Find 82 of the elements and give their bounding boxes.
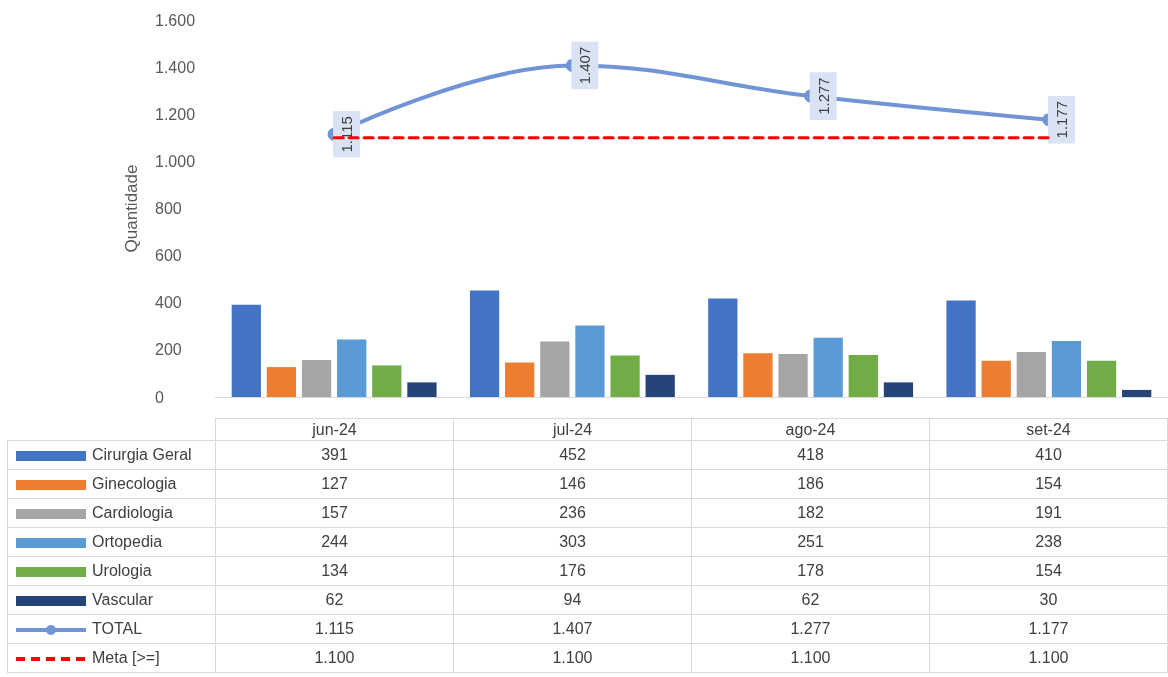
- data-label: 410: [929, 440, 1168, 470]
- data-label: 127: [215, 469, 454, 499]
- x-tick-label: set-24: [929, 418, 1168, 441]
- y-tick-label: 1.400: [155, 58, 196, 76]
- data-label: 1.115: [215, 614, 454, 644]
- data-label: 157: [215, 498, 454, 528]
- data-label: 176: [453, 556, 692, 586]
- data-label: 134: [215, 556, 454, 586]
- text: 1.115: [338, 116, 356, 153]
- data-label: 154: [929, 469, 1168, 499]
- bar: [540, 341, 570, 397]
- data-label: 1.100: [929, 643, 1168, 673]
- bar: [231, 304, 261, 397]
- bar: [1086, 360, 1117, 397]
- data-label: 154: [929, 556, 1168, 586]
- bar: [813, 337, 843, 397]
- y-tick-label: 1.000: [155, 152, 196, 170]
- data-label: 62: [215, 585, 454, 615]
- legend-label: Ortopedia: [92, 533, 163, 550]
- bar: [848, 355, 878, 397]
- x-tick-label: jun-24: [215, 418, 454, 441]
- y-tick-label: 200: [155, 341, 182, 359]
- text: 1.177: [1052, 100, 1070, 139]
- bar: [407, 382, 437, 397]
- legend-label: Urologia: [92, 562, 152, 579]
- bar: [372, 365, 402, 397]
- data-label: 238: [929, 527, 1168, 557]
- data-label: 303: [453, 527, 692, 557]
- bar: [469, 290, 500, 397]
- bar: [1016, 352, 1046, 397]
- data-label: 452: [453, 440, 692, 470]
- legend-label: Vascular: [92, 591, 154, 608]
- data-label: 251: [691, 527, 930, 557]
- y-tick-label: 0: [155, 388, 164, 406]
- bar: [337, 339, 367, 397]
- bar: [575, 325, 605, 397]
- bar: [708, 298, 738, 397]
- data-label: 182: [691, 498, 930, 528]
- y-axis-title: Quantidade: [122, 164, 141, 253]
- data-label: 418: [691, 440, 930, 470]
- bar: [946, 300, 976, 397]
- legend-label: Ginecologia: [92, 475, 177, 492]
- data-label: 1.177: [929, 614, 1168, 644]
- data-label: 186: [691, 469, 930, 499]
- text: 1.407: [576, 46, 594, 85]
- data-label: 30: [929, 585, 1168, 615]
- bar: [301, 360, 332, 397]
- data-label: 62: [691, 585, 930, 615]
- data-label: 94: [453, 585, 692, 615]
- data-label: 391: [215, 440, 454, 470]
- y-tick-label: 1.600: [155, 11, 196, 29]
- text: 1.277: [814, 77, 832, 115]
- data-label: 1.100: [453, 643, 692, 673]
- data-label: 178: [691, 556, 930, 586]
- y-tick-label: 600: [155, 247, 182, 265]
- legend-label: Cardiologia: [92, 504, 173, 521]
- data-label: 1.100: [691, 643, 930, 673]
- bar: [981, 360, 1011, 397]
- data-label: 1.100: [215, 643, 454, 673]
- data-label: 1.407: [453, 614, 692, 644]
- legend-label: TOTAL: [92, 620, 143, 637]
- data-label: 146: [453, 469, 692, 499]
- legend-label: Cirurgia Geral: [92, 446, 192, 463]
- x-tick-label: ago-24: [691, 418, 930, 441]
- data-label: 191: [929, 498, 1168, 528]
- bar: [645, 374, 675, 397]
- bar: [743, 353, 773, 397]
- data-label: 1.277: [691, 614, 930, 644]
- bar: [505, 362, 535, 397]
- bar: [1051, 340, 1082, 397]
- x-tick-label: jul-24: [453, 418, 692, 441]
- bar: [610, 355, 640, 397]
- data-label: 236: [453, 498, 692, 528]
- data-label: 244: [215, 527, 454, 557]
- y-tick-label: 800: [155, 200, 182, 217]
- y-tick-label: 1.200: [155, 105, 196, 123]
- bar: [883, 382, 914, 397]
- legend-label: Meta [>=]: [92, 649, 160, 666]
- bar: [266, 367, 297, 397]
- y-tick-label: 400: [155, 294, 182, 312]
- bar: [1122, 389, 1152, 397]
- bar: [778, 354, 808, 397]
